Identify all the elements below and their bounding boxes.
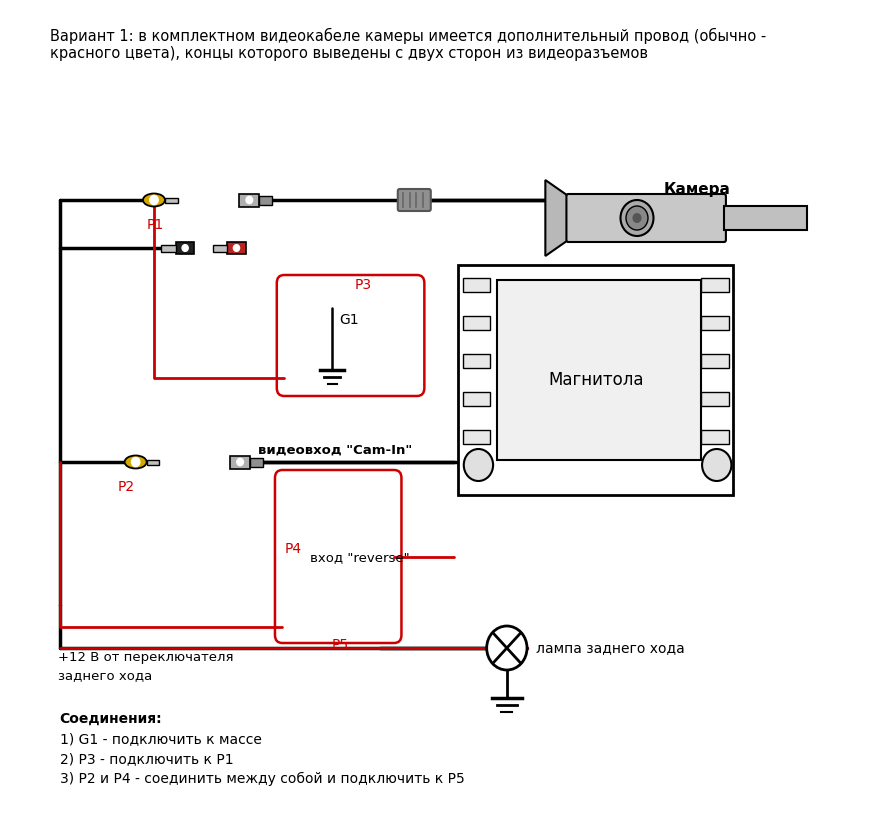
Bar bbox=[701, 316, 728, 330]
Bar bbox=[176, 242, 194, 254]
Text: Вариант 1: в комплектном видеокабеле камеры имеется дополнительный провод (обычн: Вариант 1: в комплектном видеокабеле кам… bbox=[50, 28, 766, 44]
Circle shape bbox=[632, 213, 642, 223]
Circle shape bbox=[149, 195, 158, 204]
Text: P3: P3 bbox=[354, 278, 372, 292]
Bar bbox=[259, 195, 272, 204]
Text: заднего хода: заднего хода bbox=[57, 669, 152, 682]
Text: красного цвета), концы которого выведены с двух сторон из видеоразъемов: красного цвета), концы которого выведены… bbox=[50, 46, 648, 61]
Text: Магнитола: Магнитола bbox=[548, 371, 644, 389]
Bar bbox=[250, 457, 263, 466]
Circle shape bbox=[621, 200, 653, 236]
Text: 3) P2 и P4 - соединить между собой и подключить к P5: 3) P2 и P4 - соединить между собой и под… bbox=[59, 772, 464, 786]
Polygon shape bbox=[545, 180, 568, 256]
Circle shape bbox=[246, 196, 253, 204]
Circle shape bbox=[487, 626, 527, 670]
Circle shape bbox=[626, 206, 648, 230]
Bar bbox=[497, 280, 701, 460]
Bar bbox=[230, 456, 250, 469]
Text: видеовход "Cam-In": видеовход "Cam-In" bbox=[258, 444, 413, 457]
Bar bbox=[147, 460, 159, 465]
Bar bbox=[463, 392, 491, 406]
Bar bbox=[213, 245, 227, 251]
Circle shape bbox=[132, 457, 140, 466]
Circle shape bbox=[702, 449, 731, 481]
Text: 1) G1 - подключить к массе: 1) G1 - подключить к массе bbox=[59, 732, 262, 746]
Bar bbox=[724, 206, 806, 230]
Circle shape bbox=[237, 458, 243, 466]
Circle shape bbox=[233, 245, 240, 251]
Text: Камера: Камера bbox=[663, 182, 730, 197]
Bar bbox=[701, 354, 728, 368]
Ellipse shape bbox=[125, 456, 147, 469]
Text: P4: P4 bbox=[284, 542, 301, 556]
Bar bbox=[701, 392, 728, 406]
Text: Соединения:: Соединения: bbox=[59, 712, 162, 726]
Bar bbox=[165, 198, 178, 203]
FancyBboxPatch shape bbox=[398, 189, 431, 211]
Text: P1: P1 bbox=[147, 218, 164, 232]
Bar bbox=[701, 278, 728, 292]
Bar bbox=[240, 194, 259, 207]
Bar bbox=[463, 430, 491, 444]
Bar bbox=[463, 278, 491, 292]
Bar bbox=[463, 316, 491, 330]
Bar bbox=[227, 242, 246, 254]
Bar bbox=[161, 245, 176, 251]
Text: вход "reverse": вход "reverse" bbox=[309, 552, 409, 565]
Bar bbox=[463, 354, 491, 368]
Text: +12 В от переключателя: +12 В от переключателя bbox=[57, 651, 233, 664]
Text: лампа заднего хода: лампа заднего хода bbox=[537, 641, 685, 655]
Circle shape bbox=[182, 245, 188, 251]
Text: P2: P2 bbox=[118, 480, 134, 494]
FancyBboxPatch shape bbox=[567, 194, 726, 242]
Ellipse shape bbox=[143, 194, 165, 207]
Text: 2) P3 - подключить к P1: 2) P3 - подключить к P1 bbox=[59, 752, 233, 766]
Bar bbox=[701, 430, 728, 444]
Text: P5: P5 bbox=[332, 638, 349, 652]
Bar bbox=[458, 265, 733, 495]
Text: G1: G1 bbox=[339, 313, 359, 327]
Circle shape bbox=[464, 449, 493, 481]
